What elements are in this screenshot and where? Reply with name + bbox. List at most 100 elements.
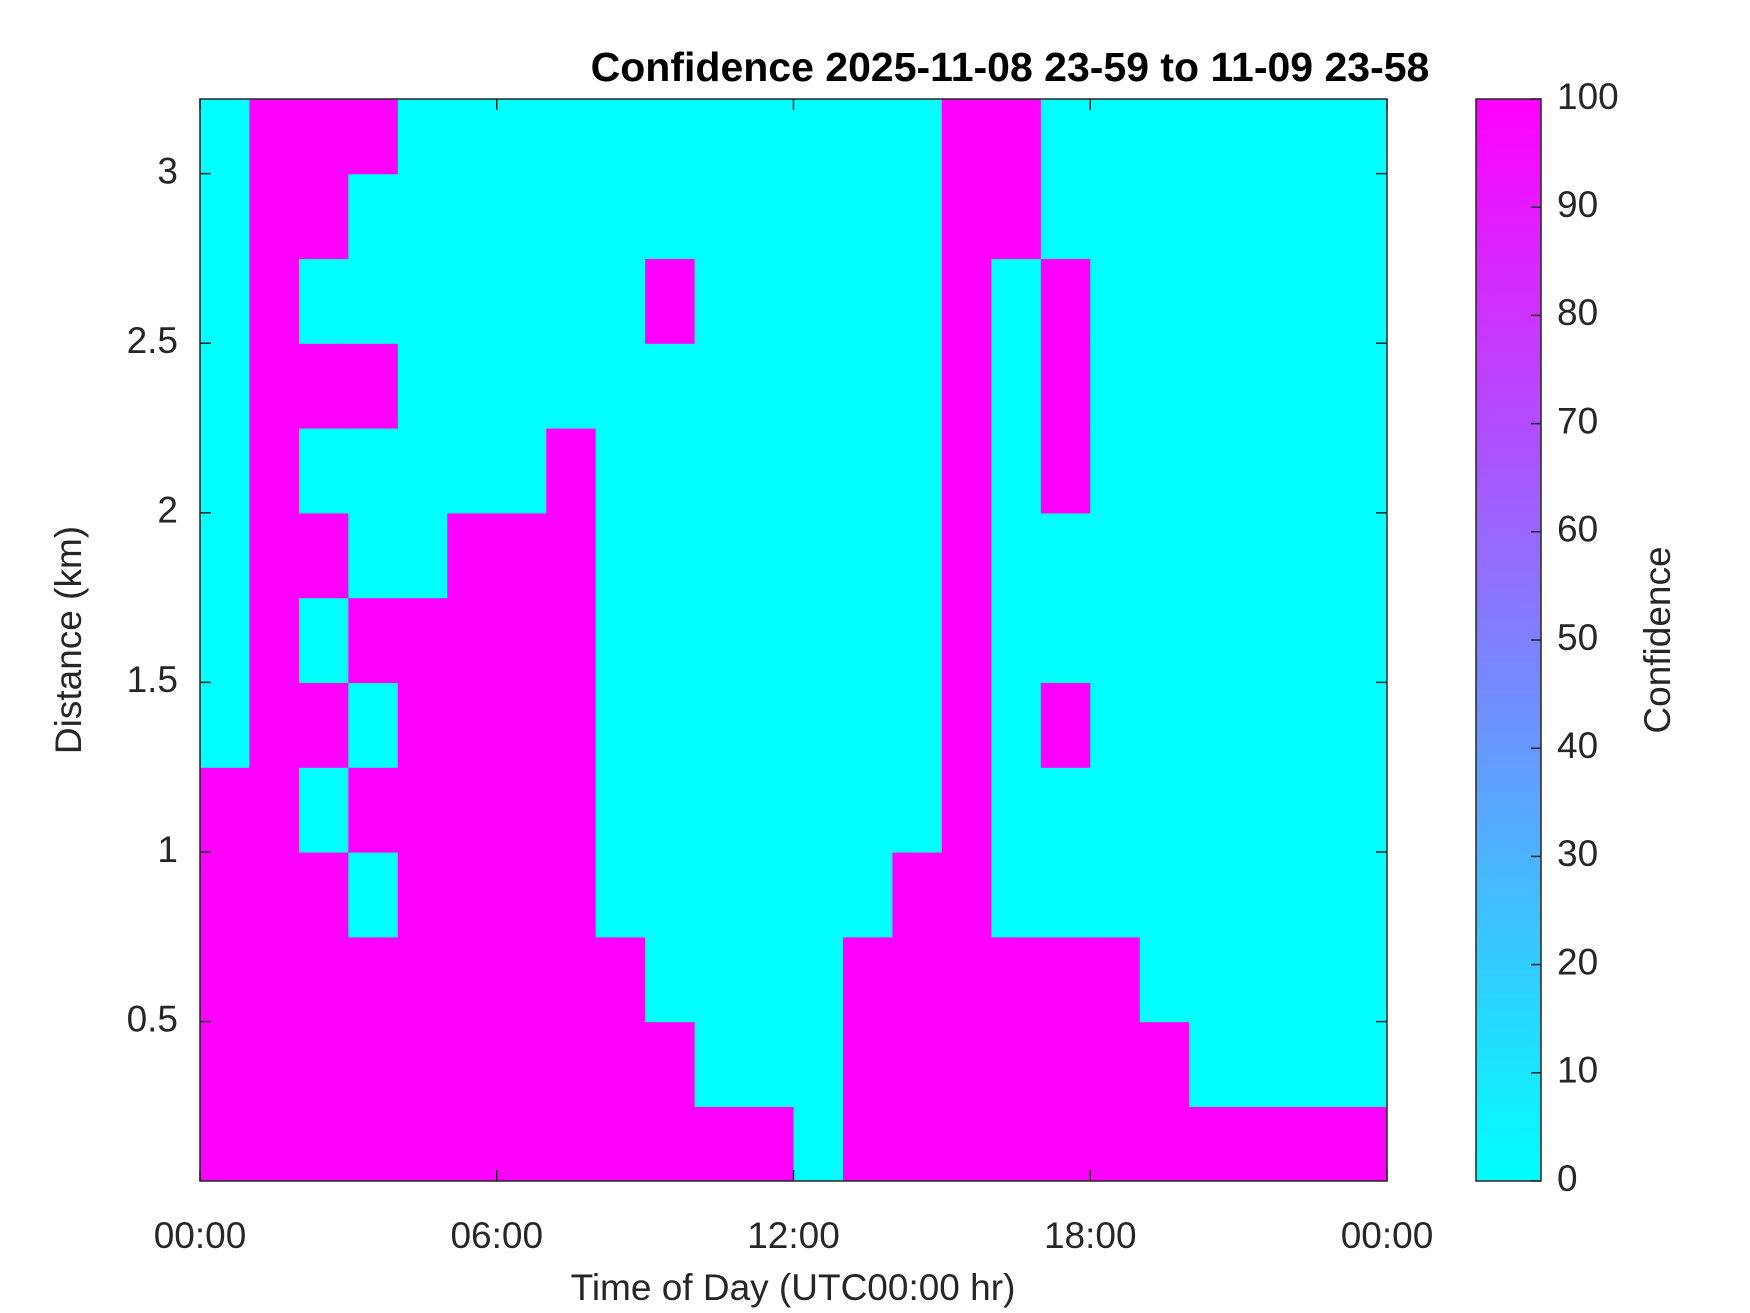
heatmap-cell [892, 173, 943, 260]
heatmap-cell [645, 597, 696, 683]
heatmap-cell [348, 258, 399, 344]
heatmap-cell [842, 851, 894, 938]
heatmap-cell [1288, 936, 1339, 1023]
heatmap-cell [892, 258, 943, 344]
heatmap-cell [546, 936, 597, 1023]
heatmap-cell [1139, 767, 1190, 853]
heatmap-cell [744, 428, 795, 514]
heatmap-cell [397, 343, 448, 429]
heatmap-cell [793, 851, 844, 938]
heatmap-cell [1189, 1106, 1240, 1181]
heatmap-cell [1288, 851, 1339, 938]
heatmap-cell [1337, 682, 1387, 768]
heatmap-cell [1040, 173, 1091, 260]
colorbar-tick-label: 0 [1557, 1158, 1578, 1199]
heatmap-cell [397, 512, 448, 599]
heatmap-cell [1090, 597, 1141, 683]
heatmap-cell [200, 682, 251, 768]
heatmap-cell [546, 851, 597, 938]
colorbar-tick-label: 10 [1557, 1050, 1598, 1091]
heatmap-cell [200, 173, 251, 260]
heatmap-cell [1139, 1021, 1190, 1107]
heatmap-cell [1040, 99, 1091, 175]
heatmap-cell [941, 343, 992, 429]
heatmap-cell [744, 512, 795, 599]
heatmap-cell [842, 512, 894, 599]
heatmap-cell [941, 173, 992, 260]
heatmap-cell [892, 767, 943, 853]
heatmap-cell [298, 1106, 349, 1181]
heatmap-cell [793, 258, 844, 344]
heatmap-cell [991, 851, 1042, 938]
heatmap-cell [1189, 173, 1240, 260]
heatmap-cell [447, 428, 498, 514]
heatmap-cell [892, 428, 943, 514]
heatmap-cell [249, 682, 300, 768]
y-tick-label: 1.5 [127, 659, 178, 700]
heatmap-cell [200, 512, 251, 599]
heatmap-cell [892, 512, 943, 599]
heatmap-cell [793, 1021, 844, 1107]
heatmap-cell [793, 343, 844, 429]
heatmap-cell [1238, 682, 1289, 768]
heatmap-cell [397, 851, 448, 938]
heatmap-cell [1238, 851, 1289, 938]
heatmap-cell [744, 173, 795, 260]
heatmap-cell [842, 682, 894, 768]
heatmap-cell [1189, 1021, 1240, 1107]
heatmap-cell [546, 258, 597, 344]
heatmap-cell [447, 512, 498, 599]
heatmap-cell [793, 99, 844, 175]
heatmap-cell [595, 99, 646, 175]
y-tick-label: 0.5 [127, 998, 178, 1039]
heatmap-cell [793, 682, 844, 768]
heatmap-cell [645, 173, 696, 260]
heatmap-cell [1090, 936, 1141, 1023]
heatmap-cell [546, 682, 597, 768]
heatmap-cell [645, 936, 696, 1023]
heatmap-cell [496, 767, 547, 853]
heatmap-cell [348, 173, 399, 260]
x-tick-label: 00:00 [1341, 1215, 1434, 1256]
heatmap-cell [991, 512, 1042, 599]
x-tick-label: 00:00 [154, 1215, 247, 1256]
heatmap-cell [1090, 428, 1141, 514]
heatmap-cell [595, 936, 646, 1023]
heatmap-cell [941, 682, 992, 768]
heatmap-cell [1288, 258, 1339, 344]
heatmap-cell [645, 258, 696, 344]
heatmap-cell [496, 258, 547, 344]
heatmap-cell [348, 99, 399, 175]
heatmap-cell [397, 767, 448, 853]
heatmap-cell [447, 1021, 498, 1107]
heatmap-cell [200, 343, 251, 429]
heatmap-cell [1238, 173, 1289, 260]
heatmap-cell [744, 1106, 795, 1181]
heatmap-cell [842, 428, 894, 514]
heatmap-cell [694, 512, 745, 599]
heatmap-cell [595, 767, 646, 853]
heatmap-cell [546, 512, 597, 599]
heatmap-cell [842, 936, 894, 1023]
heatmap-cell [1139, 173, 1190, 260]
heatmap-cell [1189, 767, 1240, 853]
heatmap-cell [842, 258, 894, 344]
x-axis-label: Time of Day (UTC00:00 hr) [571, 1267, 1016, 1308]
heatmap-cell [1189, 597, 1240, 683]
heatmap-cell [348, 343, 399, 429]
heatmap-cell [298, 767, 349, 853]
colorbar-tick-label: 100 [1557, 76, 1619, 117]
heatmap-cell [397, 258, 448, 344]
heatmap-cell [1090, 682, 1141, 768]
heatmap-cell [793, 1106, 844, 1181]
heatmap-cell [744, 597, 795, 683]
colorbar-tick-label: 70 [1557, 400, 1598, 441]
heatmap-cell [1040, 428, 1091, 514]
heatmap-cell [1337, 767, 1387, 853]
heatmap-cell [496, 1021, 547, 1107]
heatmap-cell [496, 173, 547, 260]
heatmap-cell [546, 767, 597, 853]
heatmap-cell [1288, 682, 1339, 768]
colorbar-tick-label: 30 [1557, 833, 1598, 874]
